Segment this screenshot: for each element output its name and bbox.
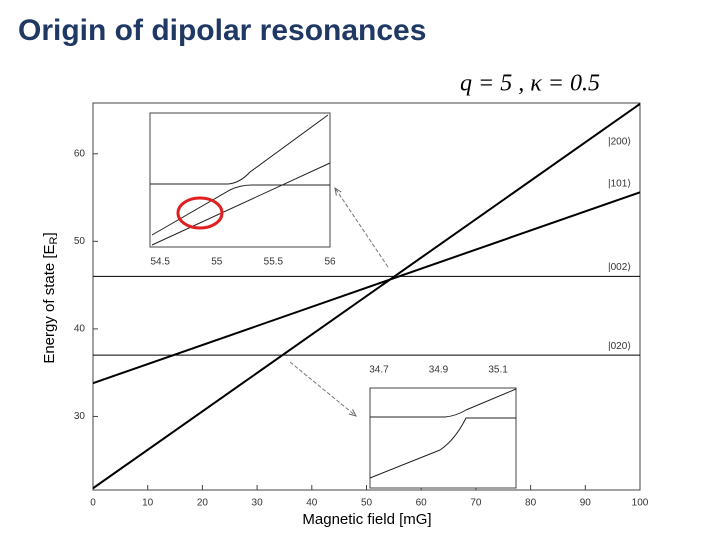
slide-title: Origin of dipolar resonances <box>18 14 426 47</box>
series-label: |020⟩ <box>608 341 631 352</box>
y-label-text: Energy of state [E <box>41 244 58 363</box>
inset-curve <box>151 184 330 236</box>
x-tick-label: 80 <box>525 498 537 509</box>
annotation: q = 5 , κ = 0.5 <box>460 71 600 97</box>
inset-tick-label: 34.7 <box>369 365 389 376</box>
series-line <box>93 103 640 490</box>
inset-curve <box>151 162 331 246</box>
x-tick-label: 100 <box>632 498 649 509</box>
inset-curve <box>150 114 329 185</box>
inset-tick-label: 54.5 <box>150 257 170 268</box>
y-tick-label: 60 <box>74 148 86 159</box>
inset-curve <box>369 417 516 479</box>
series-label: |002⟩ <box>608 262 631 273</box>
inset-upper <box>149 112 331 248</box>
y-tick-label: 30 <box>74 411 86 422</box>
inset-frame <box>369 387 517 489</box>
series-label: |200⟩ <box>608 137 631 148</box>
x-tick-label: 0 <box>90 498 96 509</box>
x-tick-label: 30 <box>252 498 264 509</box>
arrow <box>289 361 356 416</box>
x-tick-label: 60 <box>416 498 428 509</box>
x-tick-label: 50 <box>361 498 373 509</box>
inset-tick-label: 34.9 <box>429 365 449 376</box>
y-label-sub: R <box>48 236 60 244</box>
inset-lower <box>369 387 517 489</box>
x-axis-label: Magnetic field [mG] <box>302 511 431 528</box>
inset-tick-label: 55.5 <box>264 257 284 268</box>
x-tick-label: 10 <box>142 498 154 509</box>
series-label: |101⟩ <box>608 179 631 190</box>
inset-tick-label: 55 <box>211 257 223 268</box>
y-tick-label: 40 <box>74 324 86 335</box>
main-plot: 0 10 20 30 40 50 60 70 80 90 100 30 40 50 60 |200⟩ |101⟩… <box>74 103 649 509</box>
arrow <box>335 188 389 268</box>
inset-tick-label: 56 <box>324 257 336 268</box>
highlight-circle <box>176 196 224 230</box>
inset-tick-label: 35.1 <box>488 365 508 376</box>
series-line <box>93 191 640 385</box>
inset-curve <box>370 388 517 418</box>
x-tick-label: 70 <box>470 498 482 509</box>
y-tick-label: 50 <box>74 236 86 247</box>
inset-ticks: 54.5 55 55.5 56 34.7 34.9 35.1 <box>150 257 508 376</box>
x-tick-label: 40 <box>306 498 318 509</box>
x-tick-label: 20 <box>197 498 209 509</box>
x-tick-label: 90 <box>580 498 592 509</box>
y-axis-label: Energy of state [ER] <box>41 232 60 363</box>
y-label-close: ] <box>41 232 58 236</box>
